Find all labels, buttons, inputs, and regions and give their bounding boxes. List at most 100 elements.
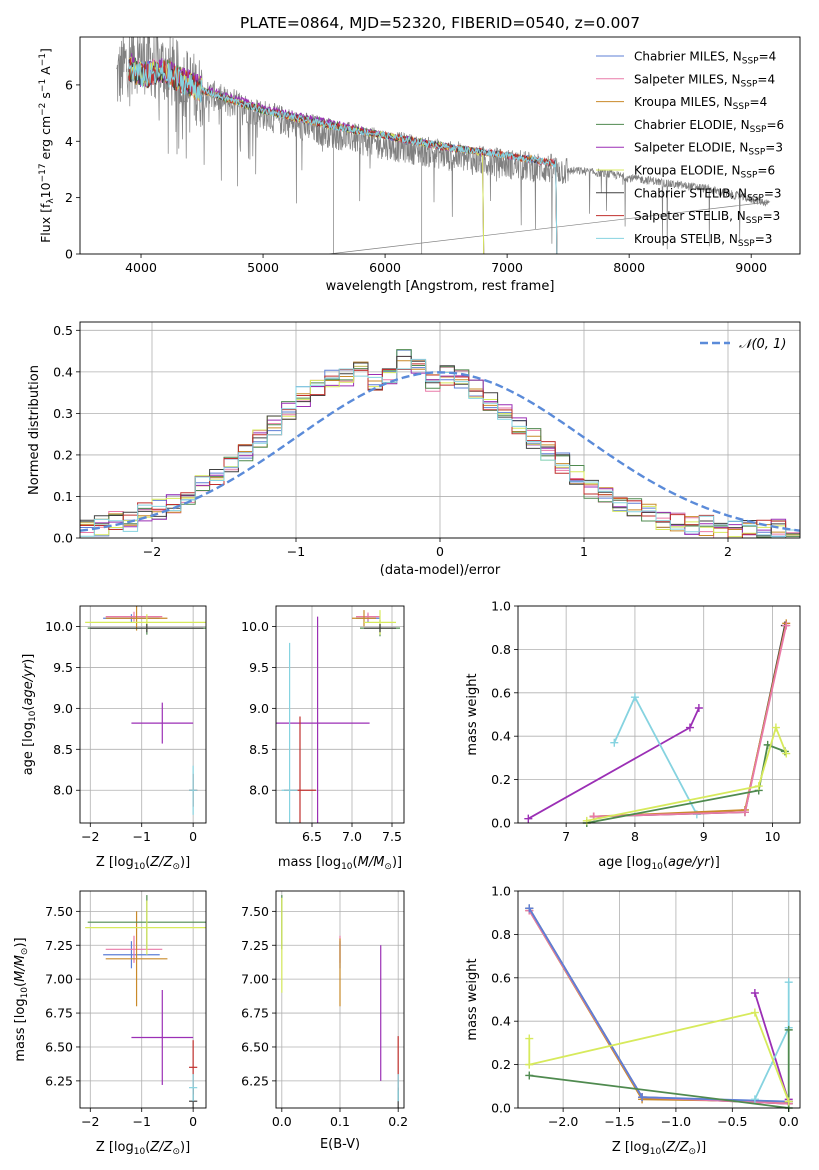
- y-tick-label: 0.4: [491, 1014, 511, 1029]
- y-tick-label: 9.0: [249, 701, 269, 716]
- plus-marker: [750, 1095, 759, 1104]
- y-tick-label: 6.75: [241, 1006, 269, 1021]
- label-part: SSP: [742, 57, 759, 67]
- label-part: =3: [764, 186, 782, 200]
- y-tick-label: 0.4: [491, 729, 511, 744]
- label-part: =3: [763, 209, 781, 223]
- x-tick-label: −2: [143, 544, 161, 559]
- label-part: Flux [f: [38, 203, 53, 243]
- y-tick-label: 0.1: [53, 489, 73, 504]
- plus-marker: [525, 1034, 534, 1043]
- plus-marker: [750, 988, 759, 997]
- x-axis-label: Z [log10(Z/Z⊙)]: [612, 1140, 706, 1157]
- x-axis-label: Z [log10(Z/Z⊙)]: [96, 855, 190, 872]
- y-tick-label: 0.6: [491, 685, 511, 700]
- y-tick-label: 0.0: [491, 816, 511, 831]
- y-axis-label: Flux [fλ10−17 erg cm−2 s−1 A−1]: [38, 48, 56, 243]
- y-tick-label: 7.00: [241, 972, 269, 987]
- spectrum-axes: PLATE=0864, MJD=52320, FIBERID=0540, z=0…: [38, 14, 801, 294]
- plus-marker: [694, 703, 703, 712]
- x-tick-label: −2: [81, 829, 99, 844]
- x-tick-label: −2: [81, 1114, 99, 1129]
- y-tick-label: 6.25: [241, 1073, 269, 1088]
- label-part: mass [log: [278, 855, 341, 870]
- label-part: =6: [757, 164, 775, 178]
- label-part: Z [log: [96, 1140, 134, 1155]
- plus-marker: [754, 782, 763, 791]
- y-axis-label: mass weight: [465, 958, 480, 1040]
- y-tick-label: 6.25: [45, 1073, 73, 1088]
- x-tick-label: 0: [189, 829, 197, 844]
- x-tick-label: 0.2: [388, 1114, 408, 1129]
- weight-line-3: [528, 907, 789, 1103]
- plus-marker: [750, 1008, 759, 1017]
- label-part: 10: [134, 1147, 146, 1157]
- y-tick-label: 0.8: [491, 642, 511, 657]
- label-part: 10: [134, 862, 146, 872]
- label-part: ]: [38, 48, 53, 53]
- label-part: 10: [20, 987, 30, 999]
- y-tick-label: 0.2: [491, 772, 511, 787]
- x-tick-label: 8: [631, 829, 639, 844]
- plus-marker: [638, 1093, 647, 1102]
- label-part: SSP: [748, 148, 765, 158]
- plus-marker: [784, 1097, 793, 1106]
- plus-marker: [685, 723, 694, 732]
- x-tick-label: −1: [287, 544, 305, 559]
- label-part: M/M: [13, 955, 28, 982]
- y-tick-label: 0.0: [53, 531, 73, 546]
- label-part: )]: [180, 1140, 190, 1155]
- y-tick-label: 7.25: [241, 938, 269, 953]
- plus-marker: [782, 749, 791, 758]
- plus-marker: [771, 723, 780, 732]
- y-tick-label: 0.2: [53, 447, 73, 462]
- label-part: ⊙: [688, 1147, 696, 1157]
- label-part: SSP: [738, 239, 755, 249]
- gaussian-curve: [80, 371, 800, 532]
- x-tick-label: −1.5: [604, 1114, 634, 1129]
- label-part: Z [log: [96, 855, 134, 870]
- label-part: Kroupa ELODIE, N: [634, 164, 741, 178]
- x-tick-label: 6.5: [302, 829, 322, 844]
- legend-label: Kroupa MILES, NSSP=4: [634, 95, 767, 112]
- axes-frame: [79, 605, 207, 824]
- axes-frame: [517, 605, 801, 824]
- label-part: SSP: [741, 171, 758, 181]
- y-tick-label: 7.00: [45, 972, 73, 987]
- y-tick-label: 6.50: [241, 1039, 269, 1054]
- label-part: (: [145, 855, 150, 870]
- plus-marker: [525, 1060, 534, 1069]
- y-tick-label: 2: [65, 190, 73, 205]
- legend-label: Chabrier STELIB, NSSP=3: [634, 186, 782, 203]
- x-tick-label: −1.0: [661, 1114, 691, 1129]
- label-part: 10: [341, 862, 353, 872]
- x-tick-label: 0.0: [779, 1114, 799, 1129]
- x-tick-label: −1: [132, 1114, 150, 1129]
- plus-marker: [610, 738, 619, 747]
- weight-line-0: [527, 707, 700, 820]
- label-part: 10: [38, 182, 53, 198]
- label-part: ⊙: [172, 1147, 180, 1157]
- x-tick-label: 0: [189, 1114, 197, 1129]
- label-part: λ: [46, 198, 56, 204]
- histogram-step-8: [80, 358, 800, 538]
- age-vs-mass-axes: 6.5 7.0 7.5 8.0 8.5 9.0 9.5 10.0 mass [log10(M/M…: [241, 605, 405, 872]
- x-tick-label: −2.0: [548, 1114, 578, 1129]
- label-part: )]: [21, 654, 36, 664]
- x-tick-label: 8000: [613, 260, 645, 275]
- label-part: SSP: [750, 125, 767, 135]
- y-tick-label: 9.5: [53, 660, 73, 675]
- label-part: SSP: [747, 193, 764, 203]
- label-part: Z [log: [612, 1140, 650, 1155]
- label-part: SSP: [733, 102, 750, 112]
- y-tick-label: 0.8: [491, 927, 511, 942]
- y-tick-label: 9.5: [249, 660, 269, 675]
- plus-marker: [630, 693, 639, 702]
- weight-line-5: [586, 743, 786, 823]
- label-part: Z/Z: [665, 1140, 689, 1155]
- x-axis-label: mass [log10(M/M⊙)]: [278, 855, 402, 872]
- x-tick-label: 7: [562, 829, 570, 844]
- plus-marker: [525, 1071, 534, 1080]
- y-tick-label: 0.2: [491, 1057, 511, 1072]
- chart-title: PLATE=0864, MJD=52320, FIBERID=0540, z=0…: [240, 14, 640, 32]
